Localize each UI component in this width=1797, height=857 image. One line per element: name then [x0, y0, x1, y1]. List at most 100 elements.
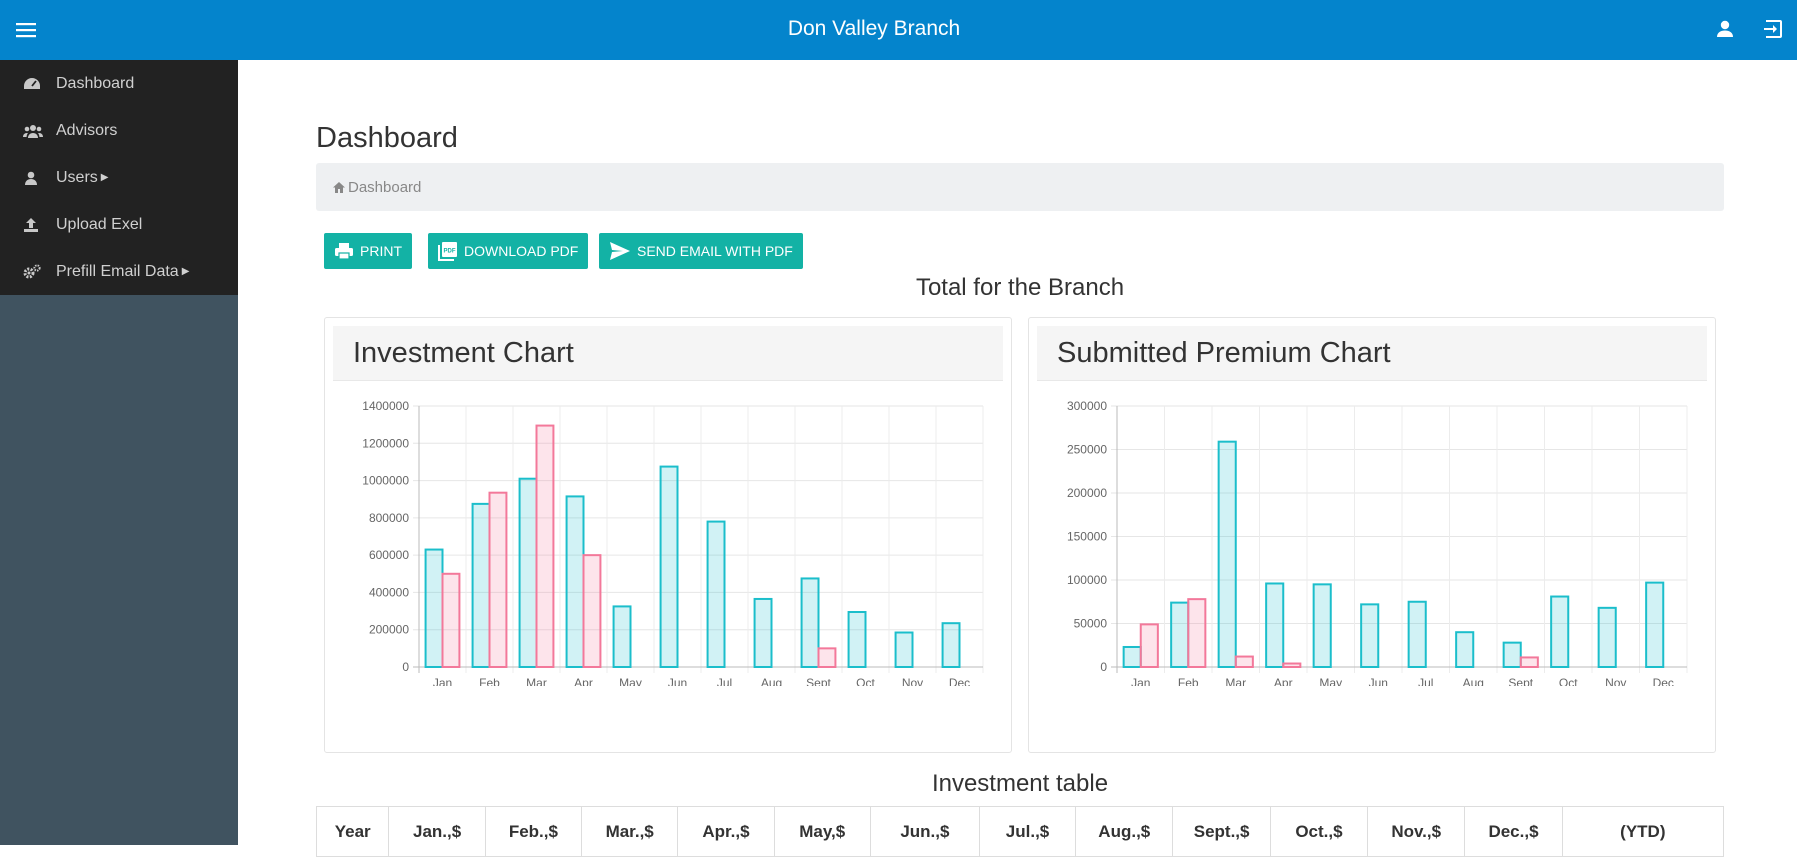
top-app-bar: Don Valley Branch	[0, 0, 1797, 60]
sidebar-item-label: Users	[56, 168, 98, 186]
print-button[interactable]: PRINT	[324, 233, 412, 269]
bar-series-2-feb	[488, 491, 508, 668]
x-tick-label: Jun	[1369, 676, 1388, 686]
x-tick-label: Dec	[949, 676, 970, 686]
y-tick-label: 1000000	[362, 474, 409, 488]
investment-chart-title: Investment Chart	[333, 326, 1003, 381]
page-title: Dashboard	[316, 122, 458, 154]
bar-series-1-jul	[706, 520, 726, 668]
bar-series-2-feb	[1187, 598, 1207, 668]
branch-title: Don Valley Branch	[787, 17, 961, 40]
y-tick-label: 250000	[1067, 443, 1107, 457]
breadcrumb-item-dashboard[interactable]: Dashboard	[348, 178, 422, 196]
x-tick-label: Apr	[574, 676, 593, 686]
dashboard-icon	[0, 76, 56, 92]
table-header-cell: Year	[315, 806, 390, 857]
submitted-premium-chart: 0 50000 100000 150000 200000 250000 300000 Jan F…	[1067, 399, 1688, 686]
bar-series-1-dec	[1645, 581, 1665, 668]
x-tick-label: Sept	[806, 676, 831, 686]
breadcrumb: Dashboard	[316, 163, 1724, 211]
y-tick-label: 300000	[1067, 399, 1107, 413]
investment-table: Year Jan.,$ Feb.,$ Mar.,$ Apr.,$ May,$ Jun.,$ J…	[315, 806, 1725, 857]
download-pdf-button[interactable]: PDF DOWNLOAD PDF	[428, 233, 589, 269]
x-tick-label: Nov	[1605, 676, 1626, 686]
section-title: Total for the Branch	[915, 274, 1125, 301]
bar-series-1-may	[1312, 583, 1332, 669]
send-email-with-pdf-button[interactable]: SEND EMAIL WITH PDF	[599, 233, 803, 269]
bar-series-1-jan	[1122, 645, 1142, 668]
x-tick-label: Mar	[1225, 676, 1246, 686]
bar-series-1-nov	[894, 631, 914, 668]
table-header-cell: Dec.,$	[1464, 806, 1563, 857]
table-header-cell: Jun.,$	[869, 806, 980, 857]
bar-series-1-sept	[800, 577, 820, 668]
sidebar-item-dashboard[interactable]: Dashboard	[0, 60, 238, 107]
logout-icon[interactable]	[1761, 17, 1785, 41]
svg-text:PDF: PDF	[444, 249, 456, 255]
x-tick-label: Jan	[433, 676, 452, 686]
pdf-icon: PDF	[438, 242, 457, 261]
x-tick-label: Oct	[856, 676, 875, 686]
submitted-premium-chart-panel: Submitted Premium Chart 0 50000 100000 1500…	[1028, 317, 1716, 753]
table-header-row: Year Jan.,$ Feb.,$ Mar.,$ Apr.,$ May,$ Jun.,$ J…	[315, 806, 1725, 857]
bar-series-2-mar	[535, 424, 555, 669]
bar-series-1-jun	[659, 465, 679, 669]
x-tick-label: Jan	[1131, 676, 1150, 686]
y-tick-label: 400000	[369, 585, 409, 599]
table-header-cell: Oct.,$	[1269, 806, 1369, 857]
sidebar-item-prefill-email-data[interactable]: Prefill Email Data ▶	[0, 248, 238, 295]
bar-series-1-jan	[424, 548, 444, 668]
y-tick-label: 0	[402, 660, 409, 674]
print-button-label: PRINT	[360, 243, 402, 259]
bar-series-1-jun	[1360, 603, 1380, 668]
sidebar-item-advisors[interactable]: Advisors	[0, 107, 238, 154]
sidebar-item-users[interactable]: Users ▶	[0, 154, 238, 201]
table-header-cell: Jan.,$	[388, 806, 486, 857]
table-header-cell: Feb.,$	[484, 806, 583, 857]
x-tick-label: May	[1319, 676, 1342, 686]
x-tick-label: Feb	[479, 676, 500, 686]
x-tick-label: Dec	[1653, 676, 1674, 686]
download-pdf-button-label: DOWNLOAD PDF	[464, 243, 579, 259]
bar-series-1-feb	[471, 502, 491, 668]
submitted-premium-chart-title: Submitted Premium Chart	[1037, 326, 1707, 381]
y-tick-label: 200000	[1067, 486, 1107, 500]
x-tick-label: Aug	[761, 676, 782, 686]
bar-series-1-aug	[753, 597, 773, 668]
bar-series-1-mar	[1217, 440, 1237, 668]
bar-series-1-apr	[1265, 582, 1285, 668]
y-tick-label: 200000	[369, 623, 409, 637]
bar-series-1-oct	[1550, 595, 1570, 668]
bar-series-1-dec	[941, 622, 961, 668]
sidebar-nav: Dashboard Advisors Users ▶ Upload Exel P…	[0, 60, 238, 295]
send-icon	[610, 242, 630, 260]
x-tick-label: Mar	[526, 676, 547, 686]
y-tick-label: 150000	[1067, 530, 1107, 544]
bar-series-2-mar	[1234, 655, 1254, 668]
x-tick-label: Jun	[668, 676, 687, 686]
y-tick-label: 100000	[1067, 573, 1107, 587]
bar-series-1-oct	[847, 611, 867, 668]
investment-chart-panel: Investment Chart 0 200000 400000 600000 8000…	[324, 317, 1012, 753]
upload-icon	[0, 217, 56, 233]
sidebar-item-upload-exel[interactable]: Upload Exel	[0, 201, 238, 248]
sidebar-item-label: Advisors	[56, 121, 118, 139]
y-tick-label: 50000	[1074, 617, 1108, 631]
bar-series-2-apr	[582, 554, 602, 668]
user-icon[interactable]	[1713, 17, 1737, 41]
x-tick-label: Nov	[902, 676, 923, 686]
bar-series-1-nov	[1597, 606, 1617, 668]
y-tick-label: 600000	[369, 548, 409, 562]
table-header-cell: Nov.,$	[1367, 806, 1466, 857]
table-header-cell: Aug.,$	[1075, 806, 1174, 857]
main-content: Dashboard Dashboard PRINT PDF DOWNLOAD P…	[238, 60, 1797, 857]
bar-series-1-sept	[1502, 641, 1522, 669]
x-tick-label: Apr	[1274, 676, 1293, 686]
x-tick-label: Feb	[1178, 676, 1199, 686]
x-tick-label: Jul	[1418, 676, 1433, 686]
gears-icon	[0, 263, 56, 280]
sidebar: Dashboard Advisors Users ▶ Upload Exel P…	[0, 60, 238, 845]
hamburger-icon[interactable]	[14, 18, 38, 42]
x-tick-label: Aug	[1463, 676, 1484, 686]
bar-series-2-jan	[1139, 623, 1159, 668]
